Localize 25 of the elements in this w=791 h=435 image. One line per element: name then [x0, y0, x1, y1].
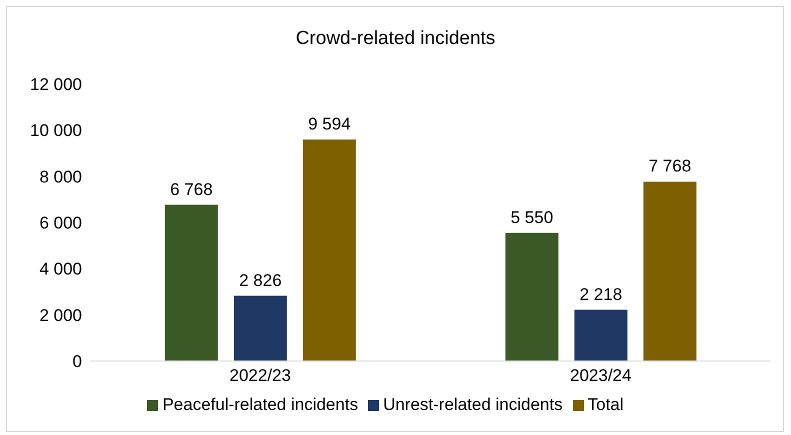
- data-label: 9 594: [308, 114, 351, 134]
- y-tick-label: 10 000: [30, 121, 82, 140]
- bar: [164, 204, 218, 361]
- x-tick-label: 2022/23: [230, 366, 291, 386]
- bar: [234, 296, 287, 361]
- legend-label: Total: [588, 395, 624, 414]
- data-label: 7 768: [648, 156, 692, 176]
- y-tick-label: 8 000: [39, 167, 82, 186]
- data-label: 5 550: [510, 208, 554, 227]
- y-tick-label: 4 000: [39, 260, 82, 279]
- bar: [302, 140, 356, 361]
- y-tick-label: 12 000: [30, 75, 82, 94]
- data-label: 2 826: [239, 270, 282, 290]
- legend-label: Unrest-related incidents: [383, 395, 563, 414]
- y-tick-label: 6 000: [39, 214, 82, 233]
- legend-label: Peaceful-related incidents: [162, 395, 358, 414]
- bar: [643, 182, 696, 361]
- y-tick-label: 0: [72, 352, 82, 372]
- chart-title: Crowd-related incidents: [294, 28, 496, 50]
- y-tick-label: 2 000: [39, 306, 82, 325]
- bar: [505, 232, 558, 361]
- bar: [574, 310, 628, 361]
- data-label: 6 768: [170, 180, 213, 199]
- data-label: 2 218: [580, 284, 622, 304]
- x-tick-label: 2023/24: [570, 366, 632, 386]
